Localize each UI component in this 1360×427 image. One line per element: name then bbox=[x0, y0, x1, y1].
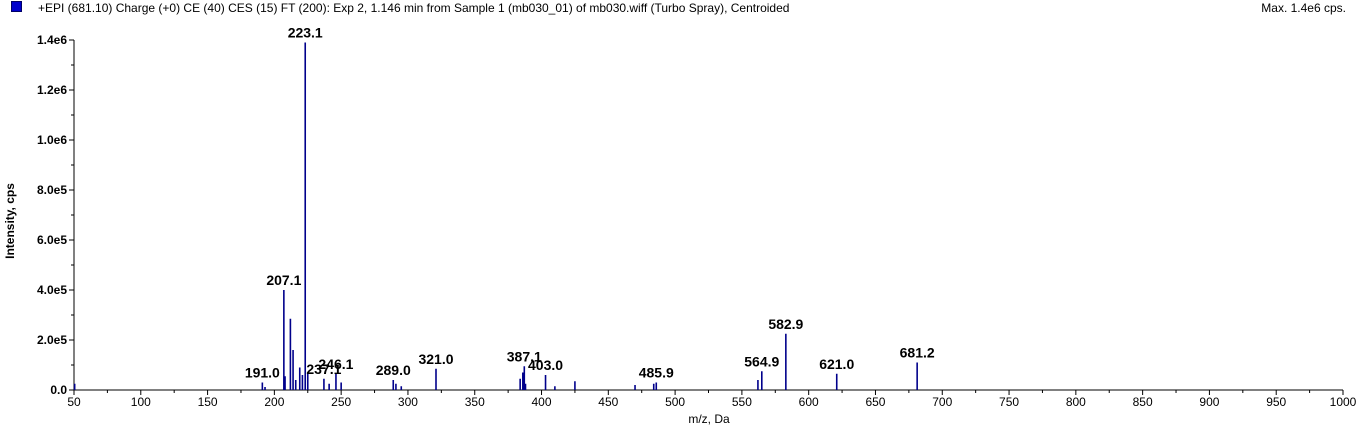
peak-label: 681.2 bbox=[900, 345, 935, 361]
x-tick-label: 600 bbox=[799, 395, 819, 409]
y-tick-label: 4.0e5 bbox=[37, 283, 67, 297]
y-tick-label: 0.0 bbox=[50, 383, 67, 397]
peak-label: 621.0 bbox=[819, 356, 854, 372]
x-tick-label: 650 bbox=[865, 395, 885, 409]
x-tick-label: 700 bbox=[932, 395, 952, 409]
y-tick-label: 1.4e6 bbox=[37, 33, 67, 47]
series-color-swatch[interactable] bbox=[11, 1, 22, 12]
y-tick-label: 1.0e6 bbox=[37, 133, 67, 147]
x-tick-label: 800 bbox=[1066, 395, 1086, 409]
peak-label: 485.9 bbox=[639, 365, 674, 381]
spectrum-peaks bbox=[73, 42, 918, 390]
y-tick-label: 2.0e5 bbox=[37, 333, 67, 347]
peak-label: 223.1 bbox=[288, 25, 323, 41]
peak-label: 289.0 bbox=[376, 362, 411, 378]
x-tick-label: 450 bbox=[598, 395, 618, 409]
peak-label: 582.9 bbox=[768, 316, 803, 332]
x-tick-label: 900 bbox=[1199, 395, 1219, 409]
peak-label: 564.9 bbox=[744, 353, 779, 369]
chart-header: +EPI (681.10) Charge (+0) CE (40) CES (1… bbox=[0, 0, 1360, 18]
peak-label: 321.0 bbox=[418, 351, 453, 367]
y-axis-title: Intensity, cps bbox=[3, 183, 17, 259]
peak-label: 237.1 bbox=[306, 361, 341, 377]
x-tick-label: 750 bbox=[999, 395, 1019, 409]
x-tick-label: 400 bbox=[532, 395, 552, 409]
x-tick-label: 150 bbox=[198, 395, 218, 409]
max-intensity-label: Max. 1.4e6 cps. bbox=[1261, 1, 1346, 15]
x-axis-title: m/z, Da bbox=[688, 412, 730, 426]
x-tick-label: 850 bbox=[1133, 395, 1153, 409]
x-tick-label: 500 bbox=[665, 395, 685, 409]
x-tick-label: 200 bbox=[264, 395, 284, 409]
chart-title: +EPI (681.10) Charge (+0) CE (40) CES (1… bbox=[38, 1, 790, 15]
x-tick-label: 350 bbox=[465, 395, 485, 409]
x-tick-label: 300 bbox=[398, 395, 418, 409]
x-tick-label: 550 bbox=[732, 395, 752, 409]
peak-label: 191.0 bbox=[245, 365, 280, 381]
x-tick-label: 100 bbox=[131, 395, 151, 409]
y-tick-label: 8.0e5 bbox=[37, 183, 67, 197]
x-tick-label: 950 bbox=[1266, 395, 1286, 409]
chart-axes: 50 100 150 200 250 300 350 400 450 500 550 600 650 70… bbox=[37, 33, 1357, 409]
y-tick-label: 1.2e6 bbox=[37, 83, 67, 97]
x-tick-label: 50 bbox=[67, 395, 81, 409]
peak-label: 246.1 bbox=[318, 356, 353, 372]
x-tick-label: 250 bbox=[331, 395, 351, 409]
peak-label: 387.1 bbox=[507, 348, 542, 364]
x-tick-label: 1000 bbox=[1330, 395, 1357, 409]
peak-label: 207.1 bbox=[266, 272, 301, 288]
y-tick-label: 6.0e5 bbox=[37, 233, 67, 247]
peak-label: 403.0 bbox=[528, 357, 563, 373]
